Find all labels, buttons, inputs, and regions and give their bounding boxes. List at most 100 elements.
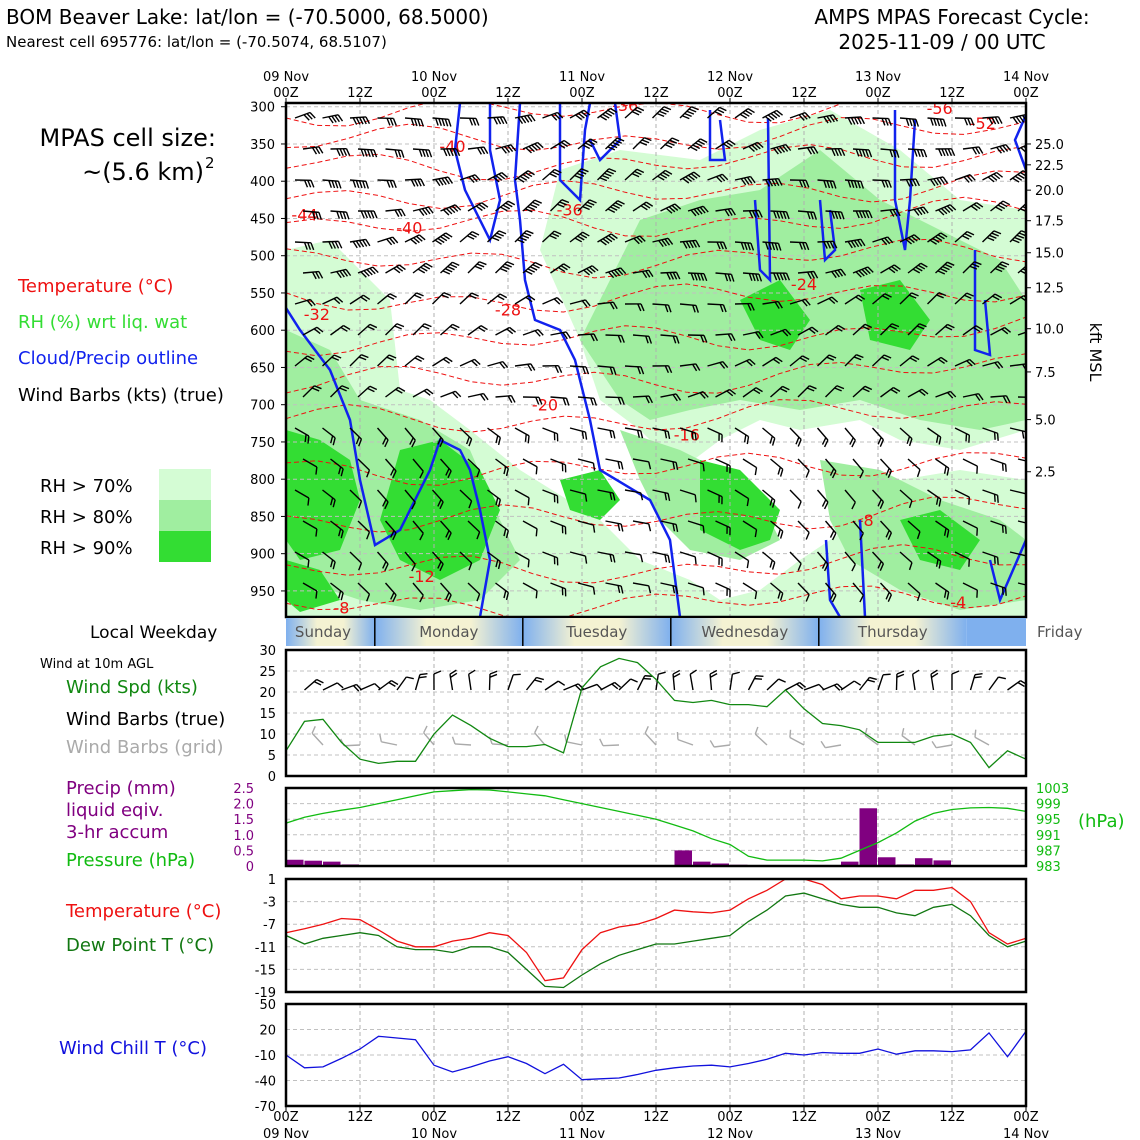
wind-barb-flag <box>418 209 425 216</box>
wind-barb <box>852 520 864 534</box>
wind-barb-flag <box>389 118 394 126</box>
wind-barb-true-flag <box>673 673 681 678</box>
wind-barb <box>962 520 978 529</box>
wind-barb-flag <box>337 114 344 122</box>
wind-barb-flag <box>724 209 730 217</box>
wind-barb <box>330 210 347 213</box>
wind-barb-flag <box>1005 395 1011 403</box>
wind-barb-flag <box>1018 115 1025 123</box>
wind-barb-flag <box>493 117 498 125</box>
wind-barb-flag <box>729 388 737 395</box>
top-hour-label: 00Z <box>273 86 299 101</box>
wind-barb-true-flag <box>672 669 681 675</box>
wind-barb <box>569 427 586 433</box>
wind-barb-flag <box>715 176 723 183</box>
wind-barb-flag <box>358 180 363 189</box>
wind-barb <box>487 427 501 439</box>
wind-barb-flag <box>413 118 418 127</box>
wind-barb-flag <box>905 238 912 245</box>
wind-barb-flag <box>549 173 557 178</box>
wind-barb-flag <box>389 293 397 298</box>
wind-barb-flag <box>769 560 773 568</box>
wind-barb-flag <box>1001 261 1010 266</box>
wind-barb-flag <box>887 594 893 602</box>
temperature-contour <box>286 238 1026 279</box>
wind-barb-flag <box>884 293 892 298</box>
wind-barb-flag <box>1005 144 1012 152</box>
wind-barb-flag <box>447 532 452 541</box>
temperature-contour <box>286 585 1026 617</box>
wind-barb-flag <box>310 242 315 251</box>
wind-barb <box>907 458 921 471</box>
wind-barb-flag <box>563 263 571 269</box>
wind-barb-flag <box>847 241 853 249</box>
wind-barb-flag <box>749 358 756 366</box>
wind-barb-flag <box>529 203 538 209</box>
wind-barb-flag <box>963 176 970 183</box>
bottom-hour-label: 12Z <box>495 1110 521 1125</box>
wind-barb-true-flag <box>930 669 938 675</box>
wind-barb-flag <box>358 562 363 571</box>
wind-barb-flag <box>410 179 416 187</box>
pressure-tick-label: 600 <box>250 324 275 339</box>
wind-barb-flag <box>397 386 406 392</box>
wind-barb-flag <box>608 271 615 279</box>
wind-barb-flag <box>672 394 678 402</box>
wind-barb-flag <box>834 270 840 278</box>
wind-barb-flag <box>938 560 942 569</box>
wind-barb-flag <box>770 112 778 119</box>
height-tick-label: 20.0 <box>1035 184 1064 199</box>
wind-barb-flag <box>853 240 860 248</box>
wind-barb-flag <box>527 363 533 372</box>
wind-barb-flag <box>702 463 705 472</box>
wind-barb-flag <box>769 498 773 506</box>
wind-barb-true-flag <box>353 685 360 692</box>
wind-barb-flag <box>366 210 372 219</box>
wind-barb-flag <box>730 208 736 216</box>
wind-barb-flag <box>829 241 835 249</box>
temperature-contour-label: -16 <box>674 425 700 444</box>
wind-barb <box>624 365 642 368</box>
wind-barb-grid <box>534 732 546 746</box>
wind-barb <box>816 427 829 441</box>
wind-barb-flag <box>358 438 363 447</box>
wind-barb-flag <box>915 266 923 272</box>
precip-ytick-label: 0 <box>246 860 254 875</box>
weekday-band <box>522 618 671 646</box>
pressure-tick-label: 900 <box>250 548 275 563</box>
cloud-outline-path <box>824 539 842 617</box>
wind-barb-flag <box>971 147 978 155</box>
wind-barb <box>385 148 402 152</box>
wind-barb-flag <box>501 146 507 154</box>
wind-barb-flag <box>510 144 517 152</box>
wind-barb-flag <box>331 115 337 123</box>
wind-barb-flag <box>993 432 996 440</box>
wind-barb-flag <box>810 211 814 220</box>
wind-barb-true-flag <box>316 678 324 684</box>
wind-barb-flag <box>892 209 898 217</box>
wind-barb-flag <box>524 434 527 442</box>
wind-barb <box>962 458 978 467</box>
wind-barb-grid-flag <box>423 725 428 734</box>
temperature-contour <box>286 196 1026 237</box>
wind-barb-flag <box>607 146 616 151</box>
temperature-contour-label: -44 <box>291 206 317 225</box>
wind-barb <box>577 396 595 400</box>
wind-barb-flag <box>501 172 509 178</box>
wind-barb-flag <box>691 431 694 440</box>
wind-barb-flag <box>855 296 863 302</box>
wind-barb-flag <box>939 268 948 273</box>
wind-barb-flag <box>334 241 340 249</box>
top-hour-label: 00Z <box>717 86 743 101</box>
wind-barb-true <box>618 678 632 691</box>
wind-barb-flag <box>947 148 953 157</box>
wind-barb-flag <box>881 238 888 246</box>
cloud-outline-path <box>286 307 492 617</box>
height-tick-label: 7.5 <box>1035 366 1056 381</box>
panel-ytick-label: -10 <box>255 1049 276 1064</box>
panel-ytick-label: -15 <box>255 963 276 978</box>
cross-section-panel: -44-40-40-36-32 -28-24-20-16-12-8-8-4-52-… <box>250 101 1105 619</box>
temperature-line <box>285 878 1027 982</box>
wind-barb-flag <box>370 149 375 158</box>
wind-barb-true <box>988 676 999 691</box>
